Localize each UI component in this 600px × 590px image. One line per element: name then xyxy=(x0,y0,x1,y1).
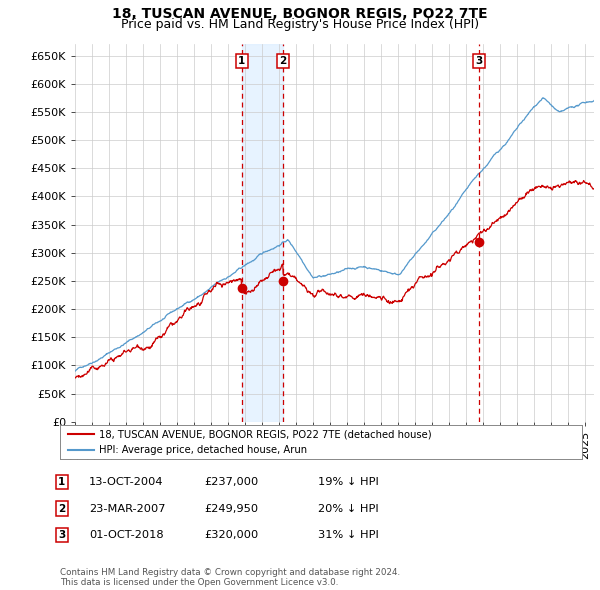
Text: Price paid vs. HM Land Registry's House Price Index (HPI): Price paid vs. HM Land Registry's House … xyxy=(121,18,479,31)
Text: 2: 2 xyxy=(280,56,287,66)
Text: 20% ↓ HPI: 20% ↓ HPI xyxy=(318,504,379,513)
Text: 18, TUSCAN AVENUE, BOGNOR REGIS, PO22 7TE (detached house): 18, TUSCAN AVENUE, BOGNOR REGIS, PO22 7T… xyxy=(99,429,432,439)
Text: 01-OCT-2018: 01-OCT-2018 xyxy=(89,530,163,540)
Text: £249,950: £249,950 xyxy=(204,504,258,513)
Bar xyxy=(242,44,283,422)
Text: £320,000: £320,000 xyxy=(204,530,258,540)
Text: 1: 1 xyxy=(238,56,245,66)
Text: 31% ↓ HPI: 31% ↓ HPI xyxy=(318,530,379,540)
Text: 1: 1 xyxy=(58,477,65,487)
Text: 2: 2 xyxy=(58,504,65,513)
Text: £237,000: £237,000 xyxy=(204,477,258,487)
Text: 13-OCT-2004: 13-OCT-2004 xyxy=(89,477,163,487)
Text: 23-MAR-2007: 23-MAR-2007 xyxy=(89,504,166,513)
Text: Contains HM Land Registry data © Crown copyright and database right 2024.
This d: Contains HM Land Registry data © Crown c… xyxy=(60,568,400,587)
Text: HPI: Average price, detached house, Arun: HPI: Average price, detached house, Arun xyxy=(99,445,307,455)
Text: 19% ↓ HPI: 19% ↓ HPI xyxy=(318,477,379,487)
Text: 3: 3 xyxy=(476,56,483,66)
Text: 3: 3 xyxy=(58,530,65,540)
Text: 18, TUSCAN AVENUE, BOGNOR REGIS, PO22 7TE: 18, TUSCAN AVENUE, BOGNOR REGIS, PO22 7T… xyxy=(112,7,488,21)
